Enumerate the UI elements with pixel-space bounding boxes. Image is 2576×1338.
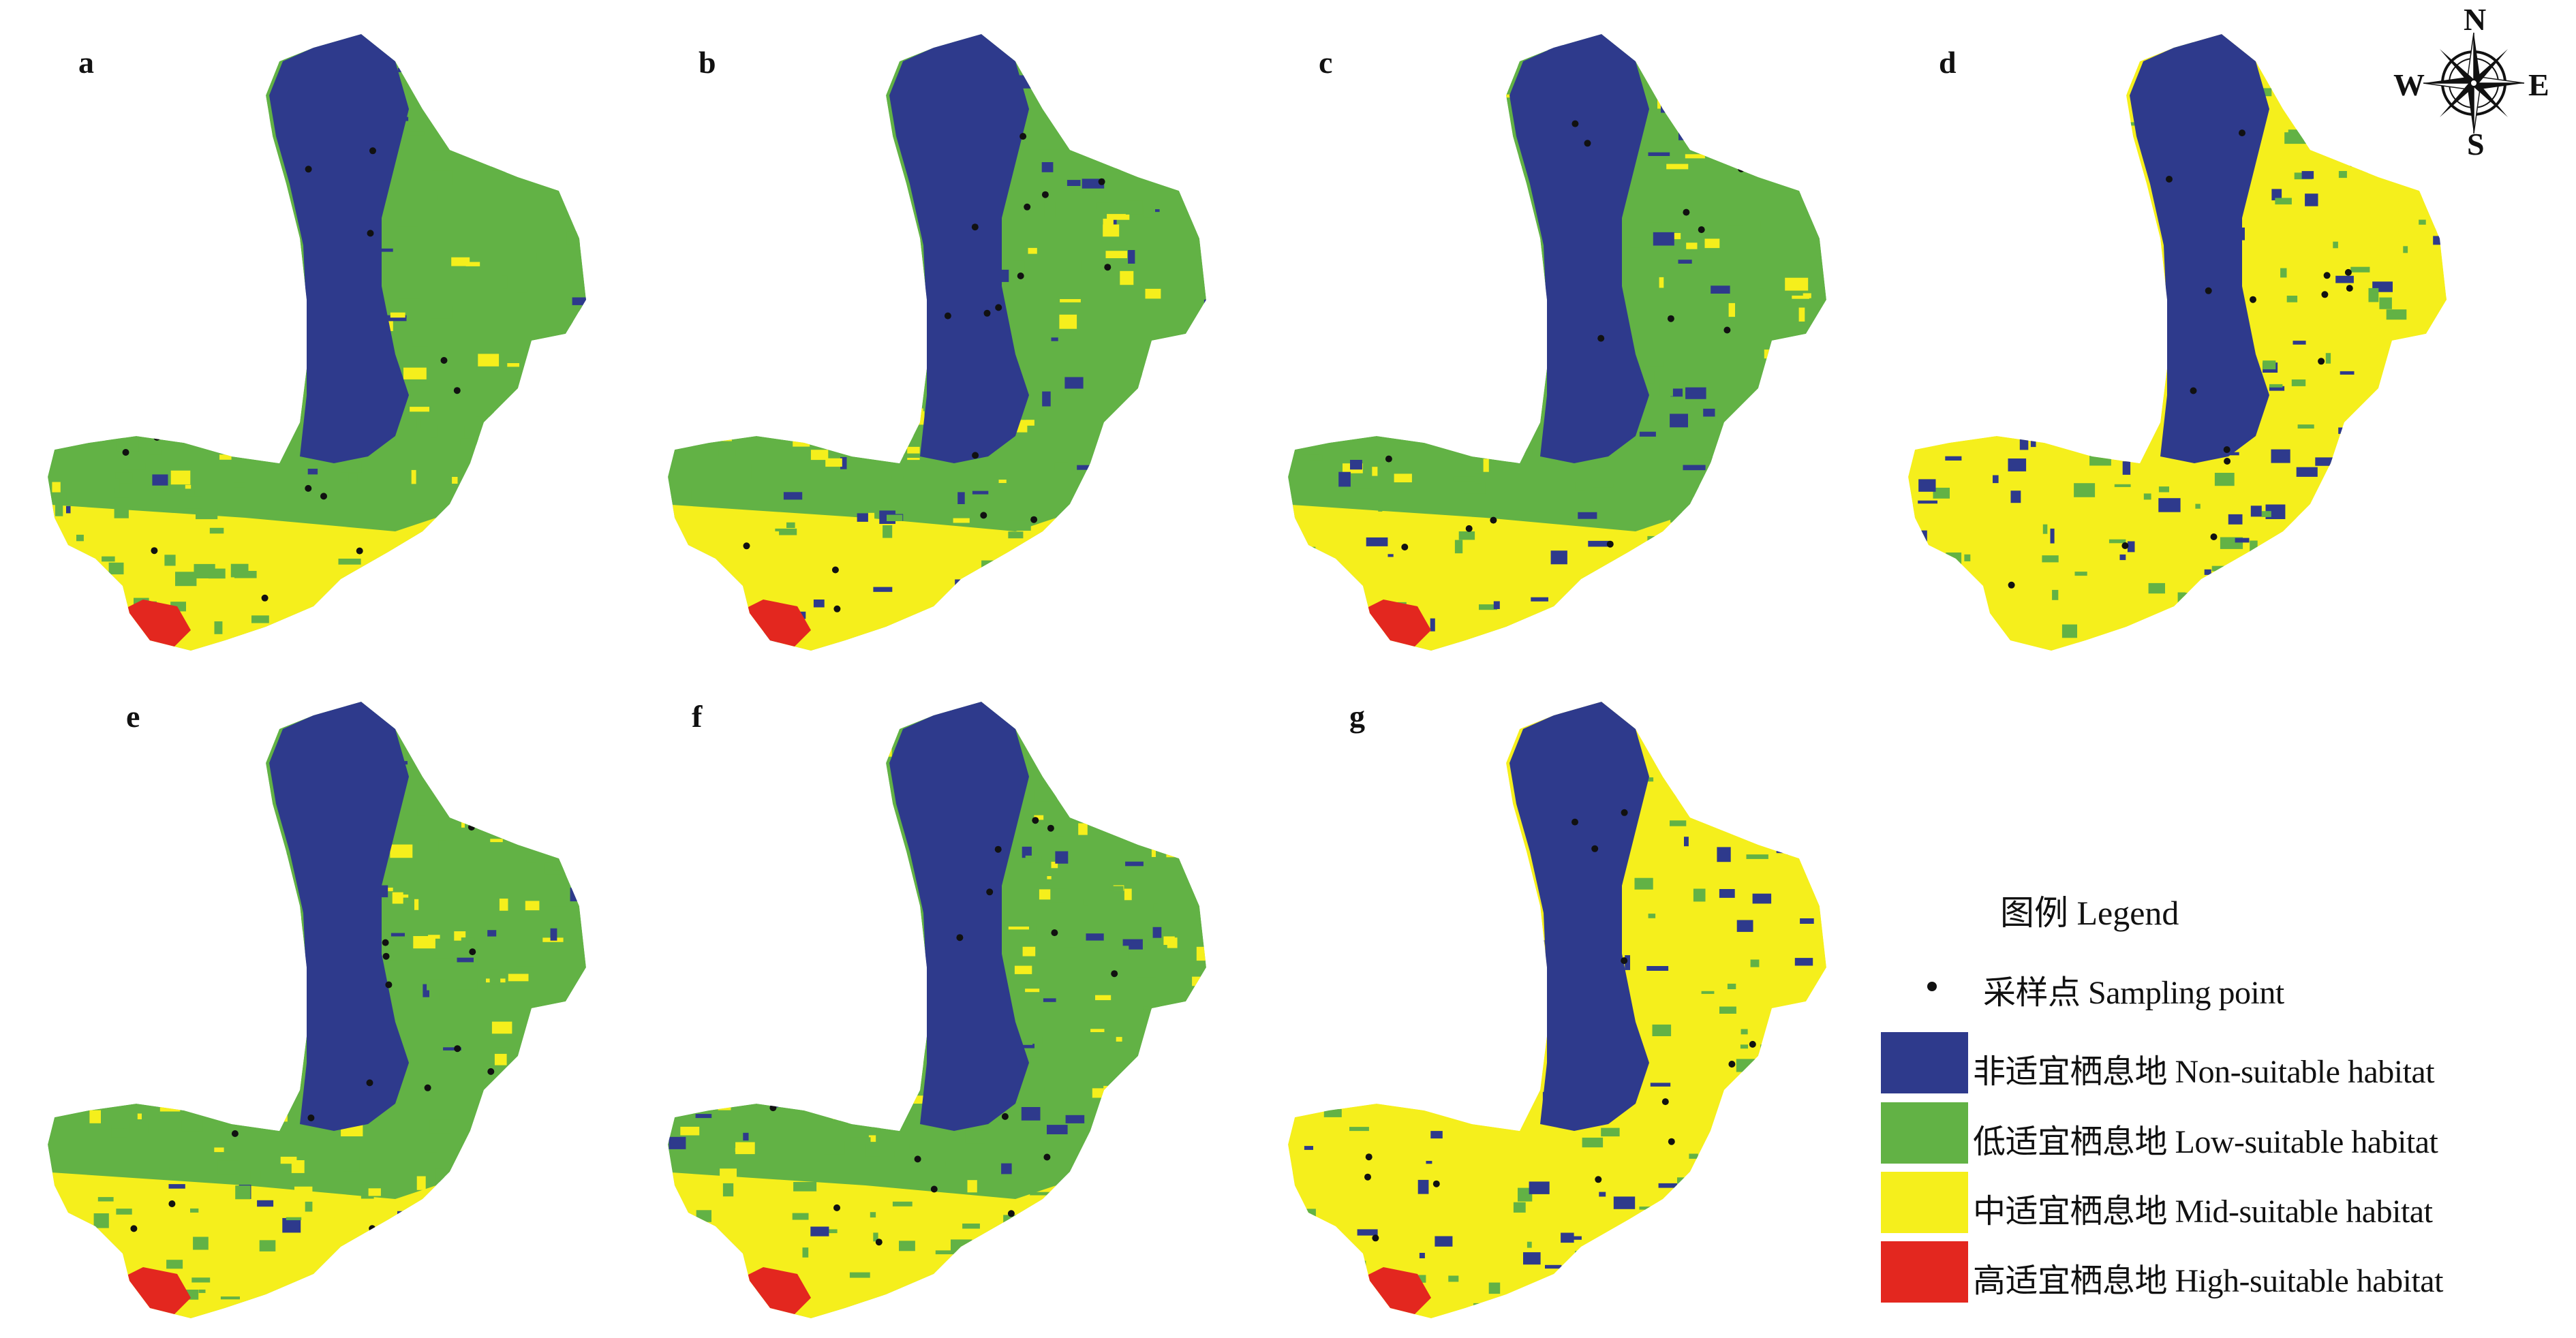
- high-suitable-swatch: [1881, 1241, 1968, 1303]
- compass-north-label: N: [2464, 2, 2487, 37]
- legend-label: 低适宜栖息地 Low-suitable habitat: [1973, 1124, 2438, 1160]
- legend-label: 非适宜栖息地 Non-suitable habitat: [1973, 1054, 2435, 1090]
- mid-suitable-swatch: [1881, 1172, 1968, 1233]
- suitability-map-c: [1288, 34, 1826, 651]
- map-panel-b: b: [661, 14, 1274, 661]
- panel-letter-d: d: [1939, 45, 1957, 80]
- suitability-map-b: [668, 34, 1206, 651]
- panel-letter-e: e: [126, 699, 140, 734]
- legend-item-non-suitable: 非适宜栖息地 Non-suitable habitat: [1881, 1032, 2562, 1093]
- legend-item-low-suitable: 低适宜栖息地 Low-suitable habitat: [1881, 1102, 2562, 1164]
- map-panel-d: d: [1901, 14, 2515, 661]
- suitability-map-d: [1908, 34, 2447, 651]
- legend-title: 图例 Legend: [2000, 894, 2179, 932]
- compass-west-label: W: [2393, 67, 2425, 102]
- suitability-map-e: [48, 702, 586, 1318]
- legend-label: 采样点 Sampling point: [1983, 975, 2284, 1011]
- non-suitable-swatch: [1881, 1032, 1968, 1093]
- panel-letter-a: a: [78, 45, 94, 80]
- map-panel-a: a: [41, 14, 654, 661]
- legend-item-mid-suitable: 中适宜栖息地 Mid-suitable habitat: [1881, 1172, 2562, 1233]
- panel-letter-c: c: [1319, 45, 1333, 80]
- suitability-map-g: [1288, 702, 1826, 1318]
- map-panel-g: g: [1281, 681, 1895, 1328]
- panel-letter-b: b: [699, 45, 716, 80]
- low-suitable-swatch: [1881, 1102, 1968, 1164]
- map-legend: 图例 Legend 采样点 Sampling point 非适宜栖息地 Non-…: [1881, 886, 2562, 1322]
- panel-letter-f: f: [692, 699, 703, 734]
- legend-label: 高适宜栖息地 High-suitable habitat: [1973, 1263, 2443, 1299]
- map-panel-f: f: [661, 681, 1274, 1328]
- suitability-map-a: [48, 34, 586, 651]
- compass-east-label: E: [2528, 67, 2549, 102]
- map-panel-c: c: [1281, 14, 1895, 661]
- suitability-map-f: [668, 702, 1206, 1318]
- panel-letter-g: g: [1349, 699, 1365, 734]
- compass-star-icon: [2423, 32, 2525, 134]
- map-panel-e: e: [41, 681, 654, 1328]
- legend-label: 中适宜栖息地 Mid-suitable habitat: [1973, 1194, 2433, 1230]
- legend-item-high-suitable: 高适宜栖息地 High-suitable habitat: [1881, 1241, 2562, 1303]
- sampling-point-icon: [1927, 982, 1937, 991]
- compass-rose: N S W E: [2393, 2, 2549, 161]
- legend-item-sampling-point: 采样点 Sampling point: [1881, 950, 2562, 1012]
- compass-south-label: S: [2467, 127, 2485, 161]
